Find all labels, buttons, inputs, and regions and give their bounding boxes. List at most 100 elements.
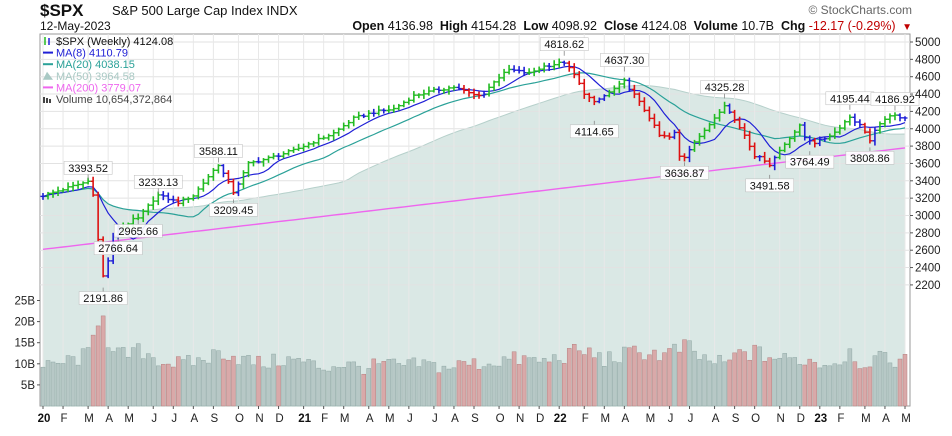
y-tick-label: 4000 (915, 124, 941, 136)
volume-bar (587, 347, 592, 407)
volume-bar (426, 361, 432, 407)
volume-series-icon (46, 98, 48, 103)
volume-bar (496, 365, 502, 407)
volume-bar (516, 364, 522, 407)
y-tick-label: 3400 (915, 176, 941, 188)
security-name: S&P 500 Large Cap Index INDX (112, 3, 298, 18)
high-value: 4154.28 (471, 19, 517, 33)
x-tick-label: O (751, 413, 760, 425)
down-triangle-icon: ▼ (902, 22, 912, 33)
volume-bar (887, 362, 893, 407)
volume-bar (451, 367, 457, 407)
volume-bar (546, 361, 552, 407)
x-tick-label: J (171, 413, 177, 425)
volume-tick-label: 5B (21, 380, 35, 392)
volume-bar (511, 351, 517, 407)
x-tick-label: J (668, 413, 674, 425)
annotation-label: 4325.28 (705, 82, 745, 94)
volume-bar (276, 365, 281, 407)
x-tick-label: 23 (814, 413, 827, 425)
x-tick-label: A (191, 413, 199, 425)
volume-bar (742, 351, 747, 407)
volume-bar (386, 359, 392, 407)
volume-series-icon (43, 97, 45, 103)
ma200-line (42, 147, 906, 250)
volume-bar (597, 352, 602, 407)
volume-bar (140, 358, 146, 407)
volume-bar (331, 366, 336, 407)
volume-bar (657, 360, 662, 407)
volume-bar (156, 365, 161, 407)
volume-value: 10.7B (741, 19, 774, 33)
volume-bar (777, 357, 782, 407)
volume-bar (291, 358, 296, 407)
volume-bar (702, 354, 707, 407)
volume-bar (842, 361, 848, 407)
volume-bar (406, 359, 412, 407)
annotation-box (745, 178, 794, 193)
annotation-label: 4637.30 (604, 55, 644, 67)
volume-bar (376, 363, 382, 407)
volume-bar (65, 355, 71, 407)
annotation-box (93, 241, 143, 255)
annotation-box (63, 161, 113, 175)
y-tick-label: 2200 (915, 280, 941, 292)
volume-bar (105, 347, 111, 407)
annotation-box (600, 53, 649, 67)
volume-bar (256, 355, 261, 407)
volume-bar (221, 358, 226, 407)
x-tick-label: D (536, 413, 544, 425)
volume-bar (617, 362, 622, 407)
volume-bar (241, 355, 246, 407)
volume-bar (717, 354, 722, 407)
volume-bar (602, 366, 607, 407)
volume-bar (787, 357, 792, 407)
volume-bar (757, 346, 762, 407)
volume-bar (481, 366, 487, 407)
volume-bar (441, 365, 447, 407)
low-value: 4098.92 (551, 19, 597, 33)
volume-bar (356, 365, 361, 407)
volume-bar (296, 358, 301, 407)
volume-bar (812, 362, 818, 407)
volume-bar (506, 358, 512, 407)
volume-bar (486, 363, 492, 407)
x-tick-label: 21 (298, 413, 311, 425)
brand-logo[interactable]: © StockCharts.com (808, 3, 912, 17)
x-tick-label: F (61, 413, 68, 425)
volume-bar (712, 363, 717, 407)
volume-bar (902, 354, 908, 407)
volume-bar (521, 355, 527, 407)
x-tick-label: N (516, 413, 524, 425)
volume-bar (837, 364, 843, 407)
volume-bar (737, 349, 742, 407)
annotation-label: 3209.45 (214, 205, 254, 217)
x-tick-label: F (582, 413, 589, 425)
x-tick-label: M (861, 413, 871, 425)
volume-bar (576, 350, 582, 407)
volume-bar (130, 347, 136, 407)
volume-bar (531, 357, 537, 407)
y-tick-label: 2600 (915, 245, 941, 257)
legend-label: Volume 10,654,372,864 (56, 94, 172, 106)
volume-bar (191, 365, 196, 407)
x-tick-label: M (601, 413, 611, 425)
low-label: Low (523, 19, 549, 33)
ma50-swatch-icon (43, 71, 53, 80)
y-tick-label: 3600 (915, 158, 941, 170)
annotation-label: 3808.86 (850, 153, 890, 165)
volume-bar (732, 352, 737, 407)
ticker-symbol[interactable]: $SPX (40, 1, 84, 20)
annotation-box (870, 92, 920, 106)
volume-bar (371, 358, 377, 407)
volume-bar (677, 351, 682, 407)
volume-bar (476, 369, 482, 407)
volume-bar (847, 348, 853, 407)
y-tick-label: 4600 (915, 72, 941, 84)
volume-bar (571, 343, 577, 407)
annotation-label: 3764.49 (790, 157, 830, 169)
volume-bar (607, 351, 612, 407)
y-tick-label: 2400 (915, 263, 941, 275)
volume-bar (166, 363, 171, 407)
